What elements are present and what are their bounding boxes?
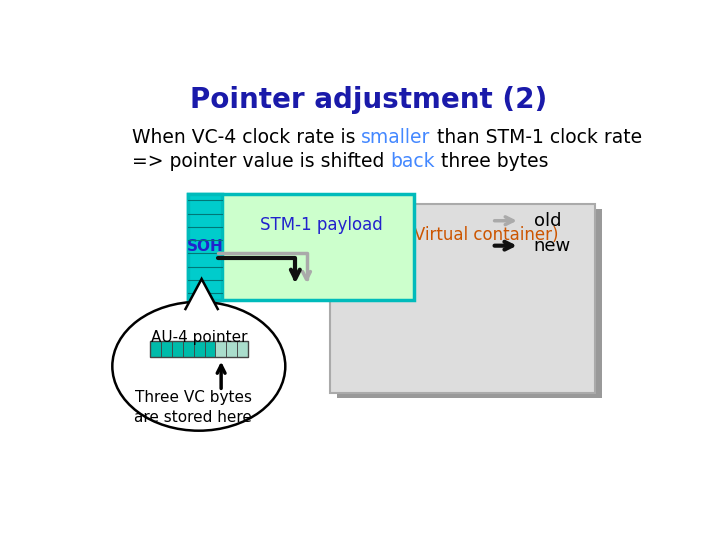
Bar	[150, 341, 161, 357]
PathPatch shape	[185, 279, 218, 310]
Circle shape	[112, 302, 285, 431]
Bar	[226, 341, 237, 357]
Text: old: old	[534, 212, 561, 230]
Text: Pointer adjustment (2): Pointer adjustment (2)	[190, 86, 548, 114]
Text: than STM-1 clock rate: than STM-1 clock rate	[431, 128, 642, 147]
Text: new: new	[534, 237, 571, 255]
Text: AU-4 pointer: AU-4 pointer	[150, 329, 247, 345]
Text: three bytes: three bytes	[435, 152, 549, 171]
Bar	[215, 341, 226, 357]
Text: => pointer value is shifted: => pointer value is shifted	[132, 152, 390, 171]
Bar	[150, 341, 248, 357]
Text: Three VC bytes
are stored here: Three VC bytes are stored here	[135, 390, 252, 425]
Bar	[172, 341, 183, 357]
Text: STM-1 payload: STM-1 payload	[260, 216, 383, 234]
Text: When VC-4 clock rate is: When VC-4 clock rate is	[132, 128, 361, 147]
Bar	[183, 341, 194, 357]
Bar	[330, 204, 595, 393]
Bar	[188, 194, 222, 300]
Bar	[337, 209, 602, 399]
Bar	[237, 341, 248, 357]
Bar	[161, 341, 172, 357]
Bar	[188, 194, 413, 300]
Text: SOH: SOH	[186, 239, 223, 254]
Text: smaller: smaller	[361, 128, 431, 147]
Bar	[204, 341, 215, 357]
Text: back: back	[390, 152, 435, 171]
Bar	[194, 341, 204, 357]
Text: VC-4 (Virtual container): VC-4 (Virtual container)	[364, 226, 559, 244]
